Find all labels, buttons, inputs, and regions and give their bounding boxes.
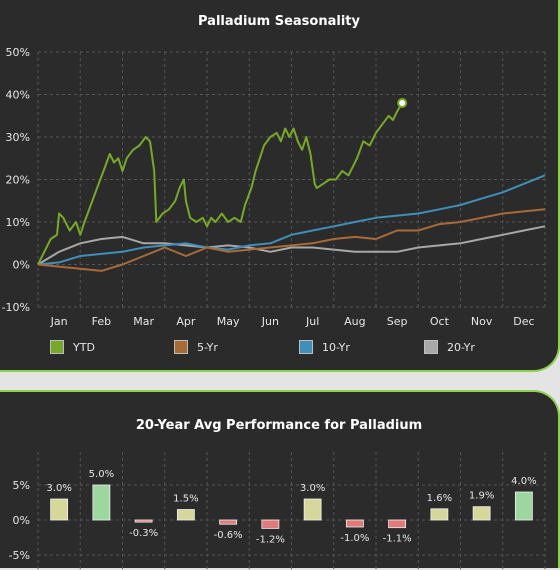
bar-y-tick-label: -5% xyxy=(9,549,30,562)
bar-sep[interactable] xyxy=(388,519,407,529)
avg-performance-bar-chart: 5% 0% -5% 3.0% 5.0% -0.3% 1.5% -0.6% -1.2% 3.0% -1… xyxy=(9,452,546,570)
bar-value-label: -0.6% xyxy=(214,530,243,541)
bar-aug[interactable] xyxy=(345,519,364,528)
bar-value-label: 3.0% xyxy=(300,483,325,494)
bar-value-label: 1.9% xyxy=(469,491,494,502)
x-tick-label: Jun xyxy=(261,315,279,328)
seasonality-legend: YTD 5-Yr 10-Yr 20-Yr xyxy=(0,338,560,358)
x-tick-label: Apr xyxy=(176,315,196,328)
series-line-yr5 xyxy=(37,208,546,272)
bar-value-label: 4.0% xyxy=(511,476,536,487)
legend-swatch xyxy=(50,340,64,354)
bar-feb[interactable] xyxy=(92,484,111,521)
x-tick-label: Oct xyxy=(430,315,450,328)
bar-value-label: -1.1% xyxy=(383,534,412,545)
y-tick-label: 50% xyxy=(6,46,30,59)
series-line-ytd xyxy=(37,102,404,265)
bar-dec[interactable] xyxy=(514,491,533,521)
bar-value-label: -0.3% xyxy=(129,528,158,539)
legend-item-yr5[interactable]: 5-Yr xyxy=(174,338,218,356)
x-tick-label: Jul xyxy=(305,315,319,328)
y-tick-label: 0% xyxy=(13,259,30,272)
bar-jul[interactable] xyxy=(303,498,322,521)
legend-swatch xyxy=(299,340,313,354)
y-tick-label: 40% xyxy=(6,89,30,102)
series-line-yr10 xyxy=(37,174,546,266)
bar-value-label: 1.6% xyxy=(427,493,452,504)
bar-oct[interactable] xyxy=(430,508,449,521)
bar-y-tick-label: 5% xyxy=(13,479,30,492)
seasonality-panel: Palladium Seasonality 50% 40% 30% 20% 10% 0% -… xyxy=(0,0,560,372)
bar-mar[interactable] xyxy=(134,519,153,523)
bar-may[interactable] xyxy=(219,519,238,525)
legend-label: YTD xyxy=(73,340,95,354)
ytd-endpoint-marker[interactable] xyxy=(397,98,408,108)
avg-performance-chart-title: 20-Year Avg Performance for Palladium xyxy=(135,418,423,433)
bar-value-label: -1.0% xyxy=(340,533,369,544)
bar-jan[interactable] xyxy=(50,498,69,521)
bar-value-label: 3.0% xyxy=(46,483,71,494)
y-tick-label: 30% xyxy=(6,131,30,144)
y-tick-label: 20% xyxy=(6,174,30,187)
seasonality-line-chart: 50% 40% 30% 20% 10% 0% -10% Jan Feb Mar Apr May Jun J… xyxy=(2,46,546,328)
legend-item-ytd[interactable]: YTD xyxy=(50,338,95,356)
y-tick-label: 10% xyxy=(6,216,30,229)
y-tick-label: -10% xyxy=(2,301,30,314)
series-line-yr20 xyxy=(37,225,546,266)
legend-item-yr20[interactable]: 20-Yr xyxy=(424,338,475,356)
legend-swatch xyxy=(174,340,188,354)
bar-y-tick-label: 0% xyxy=(13,514,30,527)
bar-jun[interactable] xyxy=(261,519,280,529)
seasonality-chart-title: Palladium Seasonality xyxy=(198,14,360,29)
x-tick-label: Dec xyxy=(513,315,534,328)
bar-value-label: -1.2% xyxy=(256,534,285,545)
avg-performance-panel: 20-Year Avg Performance for Palladium 5%… xyxy=(0,390,560,570)
legend-item-yr10[interactable]: 10-Yr xyxy=(299,338,350,356)
x-tick-label: Feb xyxy=(92,315,111,328)
bar-value-label: 5.0% xyxy=(89,469,114,480)
bar-nov[interactable] xyxy=(472,506,491,521)
x-tick-label: Jan xyxy=(50,315,68,328)
legend-label: 20-Yr xyxy=(447,340,475,354)
x-tick-label: Aug xyxy=(344,315,365,328)
legend-swatch xyxy=(424,340,438,354)
legend-label: 10-Yr xyxy=(322,340,350,354)
x-tick-label: Nov xyxy=(471,315,493,328)
legend-label: 5-Yr xyxy=(197,340,218,354)
bar-value-label: 1.5% xyxy=(173,494,198,505)
x-tick-label: Mar xyxy=(133,315,154,328)
bar-apr[interactable] xyxy=(176,509,195,521)
x-tick-label: Sep xyxy=(387,315,408,328)
x-tick-label: May xyxy=(217,315,240,328)
